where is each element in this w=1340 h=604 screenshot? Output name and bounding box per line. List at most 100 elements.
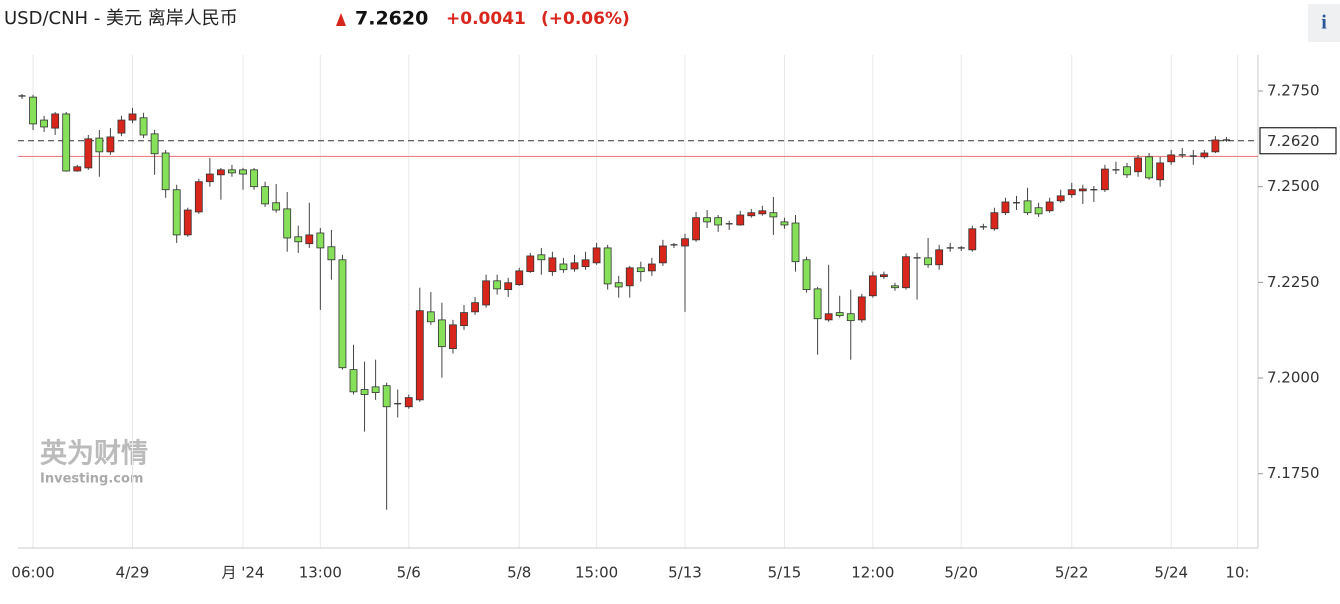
y-tick-label: 7.1750 (1267, 464, 1320, 482)
y-tick-label: 7.2000 (1267, 369, 1320, 387)
candle-body (150, 133, 159, 155)
up-arrow (336, 13, 346, 26)
candle-body (603, 247, 612, 285)
candle-body (305, 234, 314, 245)
candle-body (40, 119, 48, 128)
x-tick-label: 5/8 (507, 564, 531, 582)
candle-body (636, 267, 645, 273)
candle-body (846, 313, 855, 322)
candle-body (426, 311, 435, 323)
candle-body (404, 397, 413, 408)
info-icon[interactable]: i (1321, 12, 1327, 34)
candle-body (250, 169, 258, 188)
candle-body (824, 313, 833, 321)
candle-body (205, 173, 214, 183)
candle-body (272, 202, 281, 211)
candle-body (294, 236, 303, 243)
candle-body (482, 280, 491, 306)
candle-body (592, 247, 601, 264)
candle-body (537, 254, 546, 261)
candle-body (382, 385, 391, 408)
candle-body (902, 256, 910, 289)
candle-body (1211, 139, 1220, 153)
x-tick-label: 4/29 (116, 564, 150, 582)
candle-body (791, 222, 800, 263)
candle-body (1123, 166, 1131, 176)
price: 7.2620 (355, 8, 428, 30)
candle-body (283, 208, 292, 239)
candle-body (868, 275, 877, 297)
candle-body (614, 282, 623, 288)
y-tick-label: 7.2750 (1267, 81, 1320, 99)
candle-body (1078, 188, 1087, 192)
candle-body (802, 259, 811, 291)
candle-body (681, 238, 689, 247)
change-pct: (+0.06%) (541, 9, 630, 29)
candle-body (29, 96, 37, 125)
x-tick-label: 06:00 (11, 564, 54, 582)
x-tick-label: 5/15 (768, 564, 802, 582)
candle-body (625, 267, 634, 287)
x-tick-label: 5/24 (1154, 564, 1188, 582)
candle-body (570, 262, 579, 270)
candle-body (1001, 201, 1010, 214)
candle-body (769, 212, 778, 218)
candle-body (647, 263, 656, 272)
candle-body (73, 166, 82, 172)
candle-body (117, 119, 126, 134)
candle-body (703, 217, 711, 223)
x-tick-label: 月 '24 (222, 564, 265, 582)
candle-body (183, 209, 192, 236)
candle-body (216, 169, 225, 176)
candle-body (327, 246, 336, 261)
chart-title: USD/CNH - 美元 离岸人民币 (4, 8, 238, 29)
candle-body (526, 255, 535, 273)
x-tick-label: 5/13 (668, 564, 702, 582)
candle-body (891, 285, 899, 289)
candle-body (1023, 200, 1032, 214)
candle-body (1134, 157, 1142, 173)
candle-body (736, 214, 745, 226)
candle-body (559, 263, 568, 271)
candle-body (813, 288, 822, 320)
candle-body (1145, 156, 1153, 179)
x-tick-label: 10: (1225, 564, 1249, 582)
candle-body (51, 113, 60, 129)
candle-body (1067, 189, 1076, 196)
watermark-sub: Investing.com (40, 472, 143, 487)
candle-body (471, 302, 479, 313)
info-button[interactable] (1308, 4, 1340, 42)
candle-body (95, 137, 104, 153)
candle-body (106, 136, 115, 153)
candle-body (692, 217, 700, 241)
candle-body (990, 212, 999, 230)
candle-body (172, 189, 181, 236)
candle-body (128, 113, 137, 121)
candle-body (449, 324, 457, 349)
candle-body (515, 270, 524, 286)
candle-body (161, 152, 170, 191)
candle-body (1045, 201, 1054, 212)
candle-body (194, 181, 203, 213)
y-tick-label: 7.2250 (1267, 273, 1320, 291)
candle-body (747, 212, 756, 217)
candle-body (968, 228, 977, 251)
candle-body (62, 113, 71, 172)
candle-body (857, 296, 866, 321)
candle-body (714, 217, 723, 226)
candle-body (780, 221, 789, 226)
candle-body (1034, 207, 1043, 215)
candle-body (261, 186, 270, 205)
candle-body (581, 259, 590, 268)
candle-body (139, 117, 148, 136)
candle-body (548, 257, 557, 273)
candle-body (360, 389, 369, 395)
candle-body (1167, 154, 1176, 163)
candle-body (880, 274, 888, 278)
candle-body (924, 257, 932, 266)
candle-body (84, 138, 93, 169)
candle-body (1156, 162, 1165, 181)
watermark: 英为财情 (40, 439, 148, 470)
candle-body (1200, 152, 1209, 158)
candle-body (349, 369, 358, 393)
